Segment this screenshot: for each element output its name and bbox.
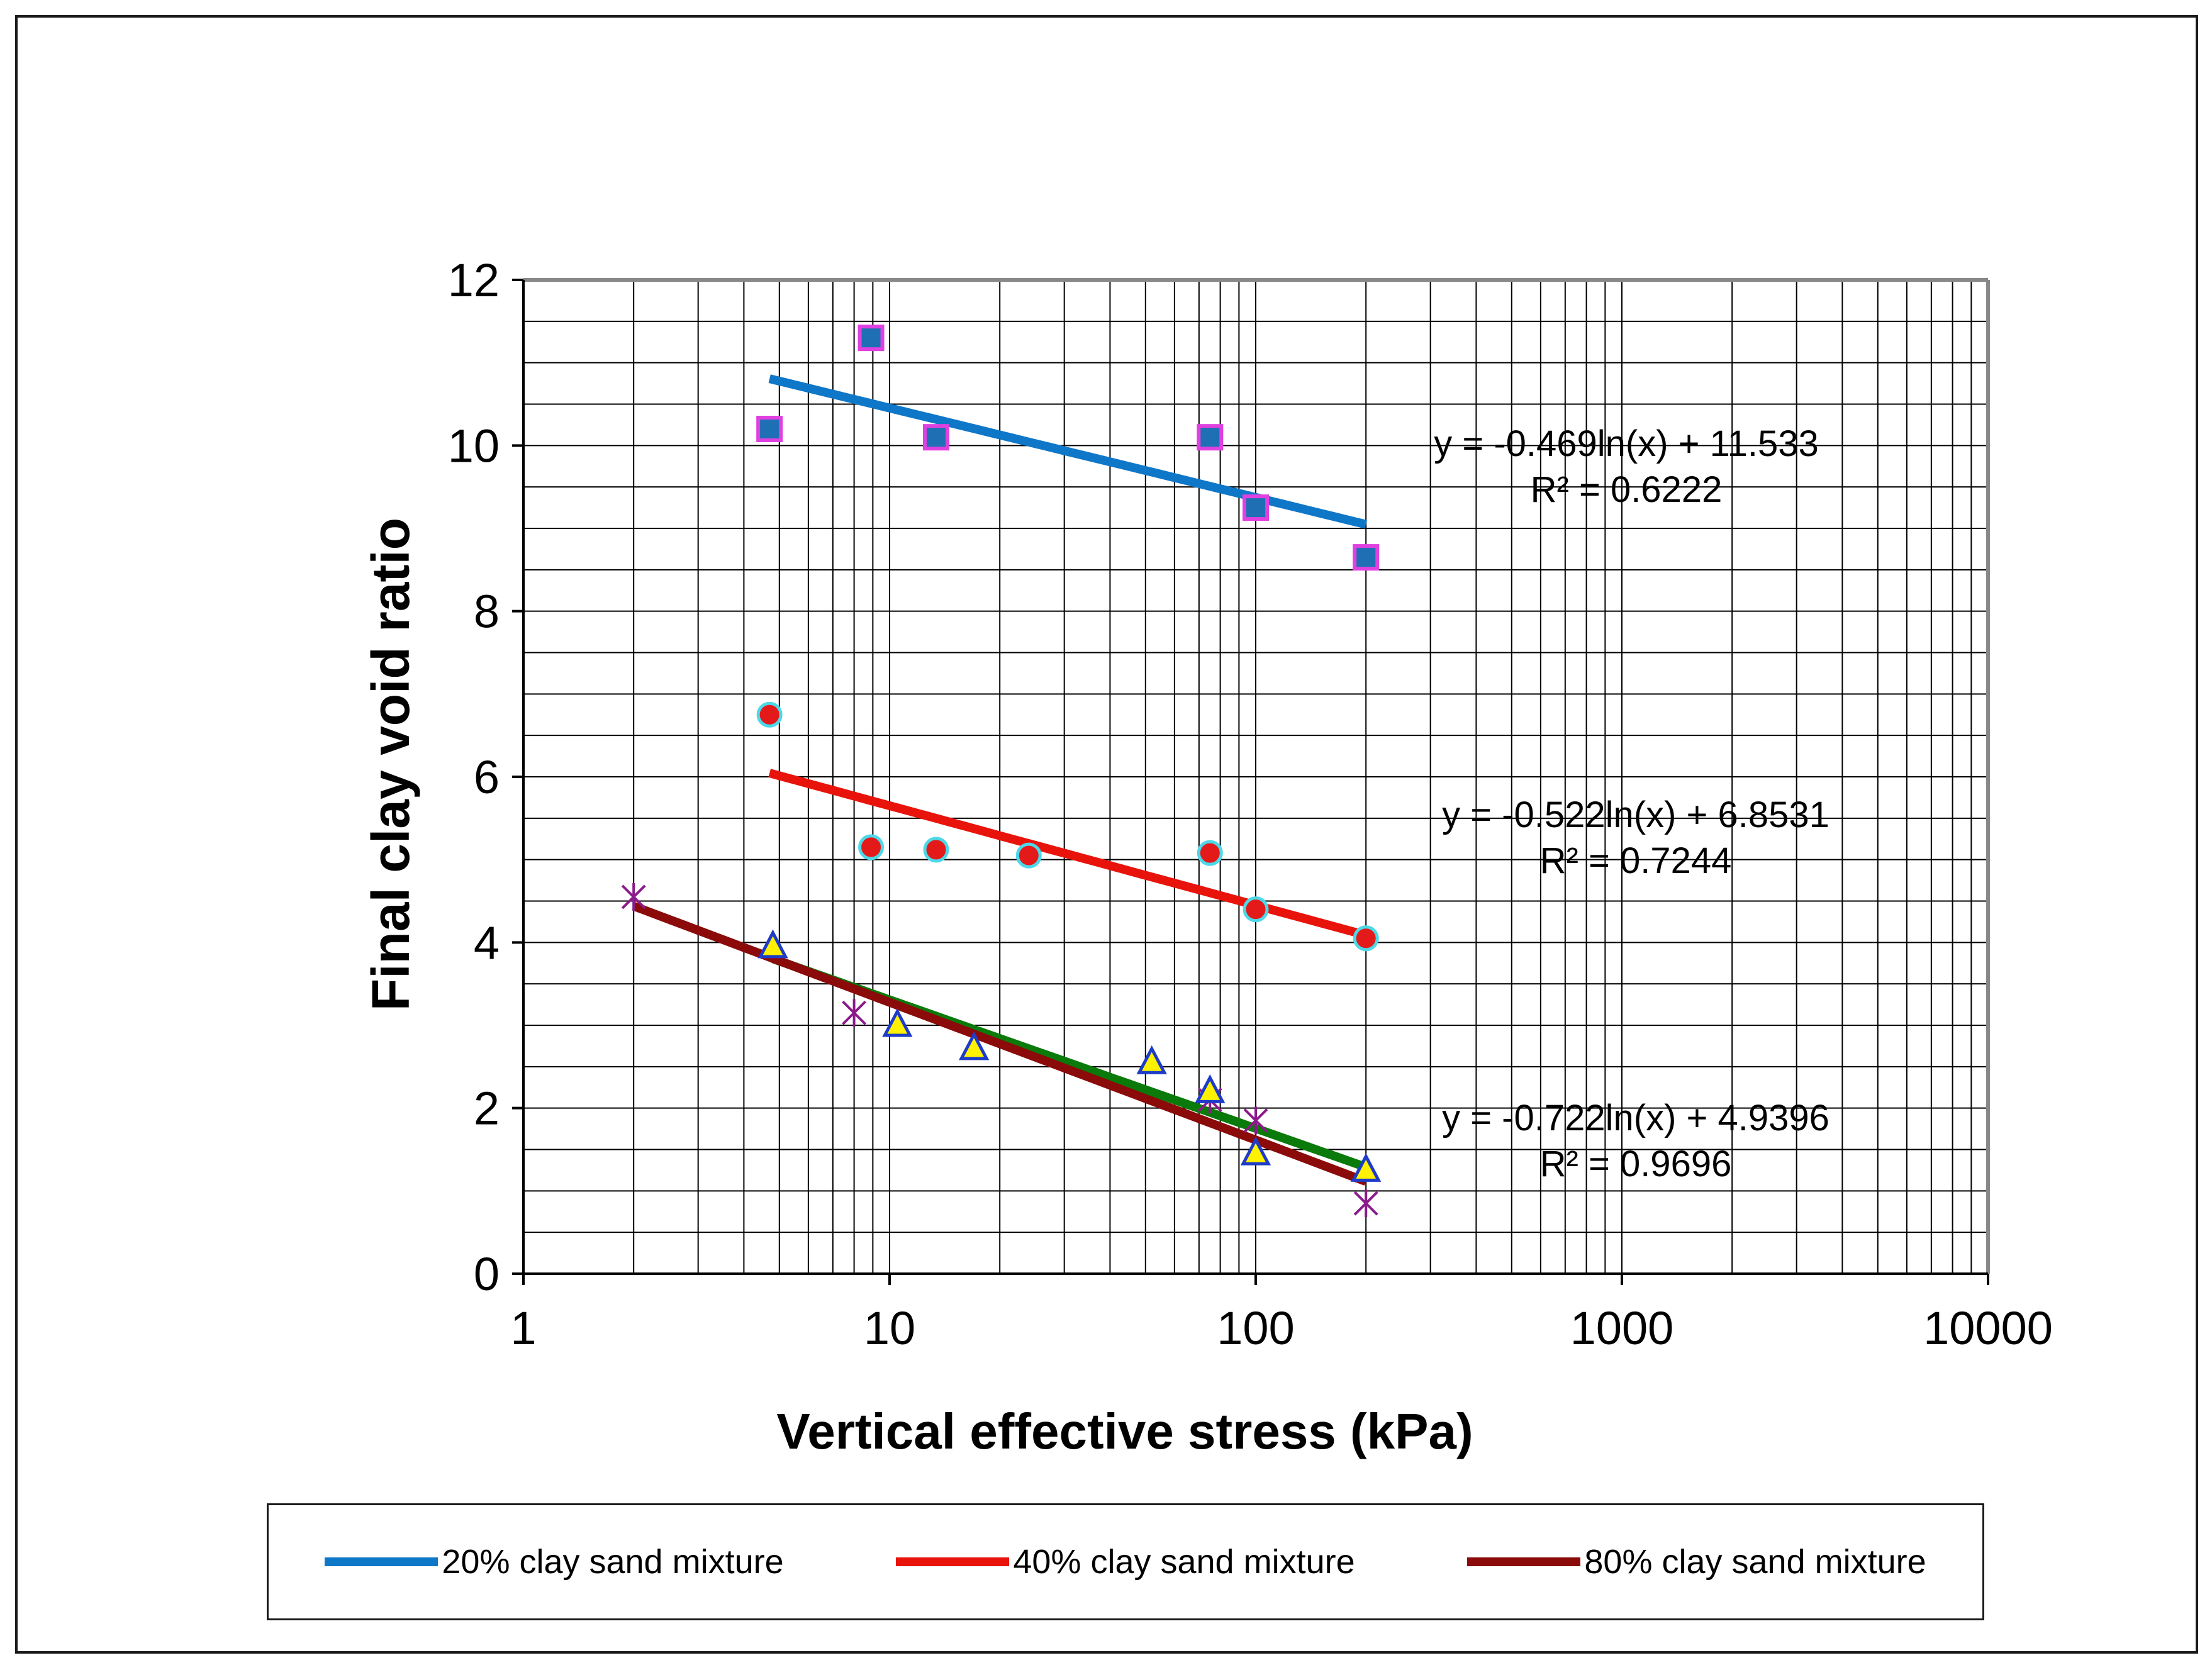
data-point-star [1353, 1189, 1378, 1218]
data-point-square [1353, 544, 1380, 571]
trend-line [768, 769, 1368, 940]
x-tick-label: 100 [1217, 1302, 1294, 1354]
trend-equations: y = -0.469ln(x) + 11.533 R² = 0.6222 y = -… [1434, 423, 1829, 1184]
data-point-triangle [1195, 1074, 1226, 1103]
trend-line [632, 901, 1368, 1186]
x-tick-label: 1 [510, 1302, 536, 1354]
data-point-star [842, 999, 867, 1027]
legend-swatch-40-clay [896, 1557, 1010, 1566]
y-axis-title: Final clay void ratio [361, 518, 420, 1011]
legend: 20% clay sand mixture 40% clay sand mixt… [267, 1503, 1984, 1620]
legend-swatch-20-clay [325, 1557, 438, 1566]
legend-swatch-80-clay [1467, 1557, 1581, 1566]
legend-item-40-clay: 40% clay sand mixture [896, 1542, 1355, 1581]
legend-label-40-clay: 40% clay sand mixture [1013, 1543, 1355, 1581]
grid-lines [523, 279, 1989, 1274]
trend-r-squared: R² = 0.9696 [1540, 1144, 1732, 1184]
data-point-circle [1197, 840, 1223, 866]
data-point-square [1243, 494, 1269, 521]
x-tick-labels: 1 10 100 1000 10000 [510, 1302, 2052, 1354]
data-point-star [1243, 1106, 1268, 1135]
data-markers [621, 325, 1382, 1218]
y-tick-label: 10 [448, 420, 500, 472]
trend-r-squared: R² = 0.7244 [1540, 840, 1732, 881]
trend-line [768, 374, 1367, 529]
y-tick-labels: 0 2 4 6 8 10 12 [448, 254, 500, 1300]
data-point-circle [858, 834, 885, 860]
legend-item-20-clay: 20% clay sand mixture [325, 1542, 784, 1581]
data-point-circle [923, 837, 949, 863]
data-point-square [756, 416, 783, 442]
x-tick-label: 10000 [1923, 1302, 2053, 1354]
data-point-star [621, 882, 646, 911]
x-tick-label: 1000 [1570, 1302, 1674, 1354]
legend-item-80-clay: 80% clay sand mixture [1467, 1542, 1926, 1581]
data-point-triangle [882, 1008, 913, 1037]
trend-r-squared: R² = 0.6222 [1531, 469, 1723, 510]
data-point-triangle [958, 1031, 990, 1060]
y-tick-label: 8 [474, 586, 500, 638]
y-tick-label: 0 [474, 1248, 500, 1300]
data-point-circle [1243, 896, 1269, 923]
trend-equation: y = -0.722ln(x) + 4.9396 [1442, 1098, 1829, 1138]
data-point-square [857, 325, 885, 352]
y-tick-label: 12 [448, 254, 500, 306]
chart-frame [15, 15, 2198, 1654]
data-point-triangle [757, 929, 788, 959]
trend-equation: y = -0.522ln(x) + 6.8531 [1442, 794, 1829, 835]
legend-label-80-clay: 80% clay sand mixture [1584, 1543, 1926, 1581]
axes [512, 278, 1990, 1285]
data-point-circle [1353, 925, 1379, 952]
trend-equation: y = -0.469ln(x) + 11.533 [1434, 423, 1819, 464]
legend-label-20-clay: 20% clay sand mixture [442, 1543, 784, 1581]
y-tick-label: 6 [474, 751, 500, 803]
data-point-triangle [1351, 1153, 1382, 1182]
data-point-triangle [1136, 1045, 1167, 1074]
data-point-triangle [1240, 1136, 1271, 1166]
y-tick-label: 4 [474, 916, 500, 969]
data-point-circle [756, 701, 783, 728]
data-point-circle [1015, 842, 1042, 869]
data-point-square [1197, 424, 1224, 451]
data-point-square [922, 424, 949, 451]
x-axis-title: Vertical effective stress (kPa) [776, 1403, 1473, 1459]
x-tick-label: 10 [864, 1302, 915, 1354]
y-tick-label: 2 [474, 1083, 500, 1135]
